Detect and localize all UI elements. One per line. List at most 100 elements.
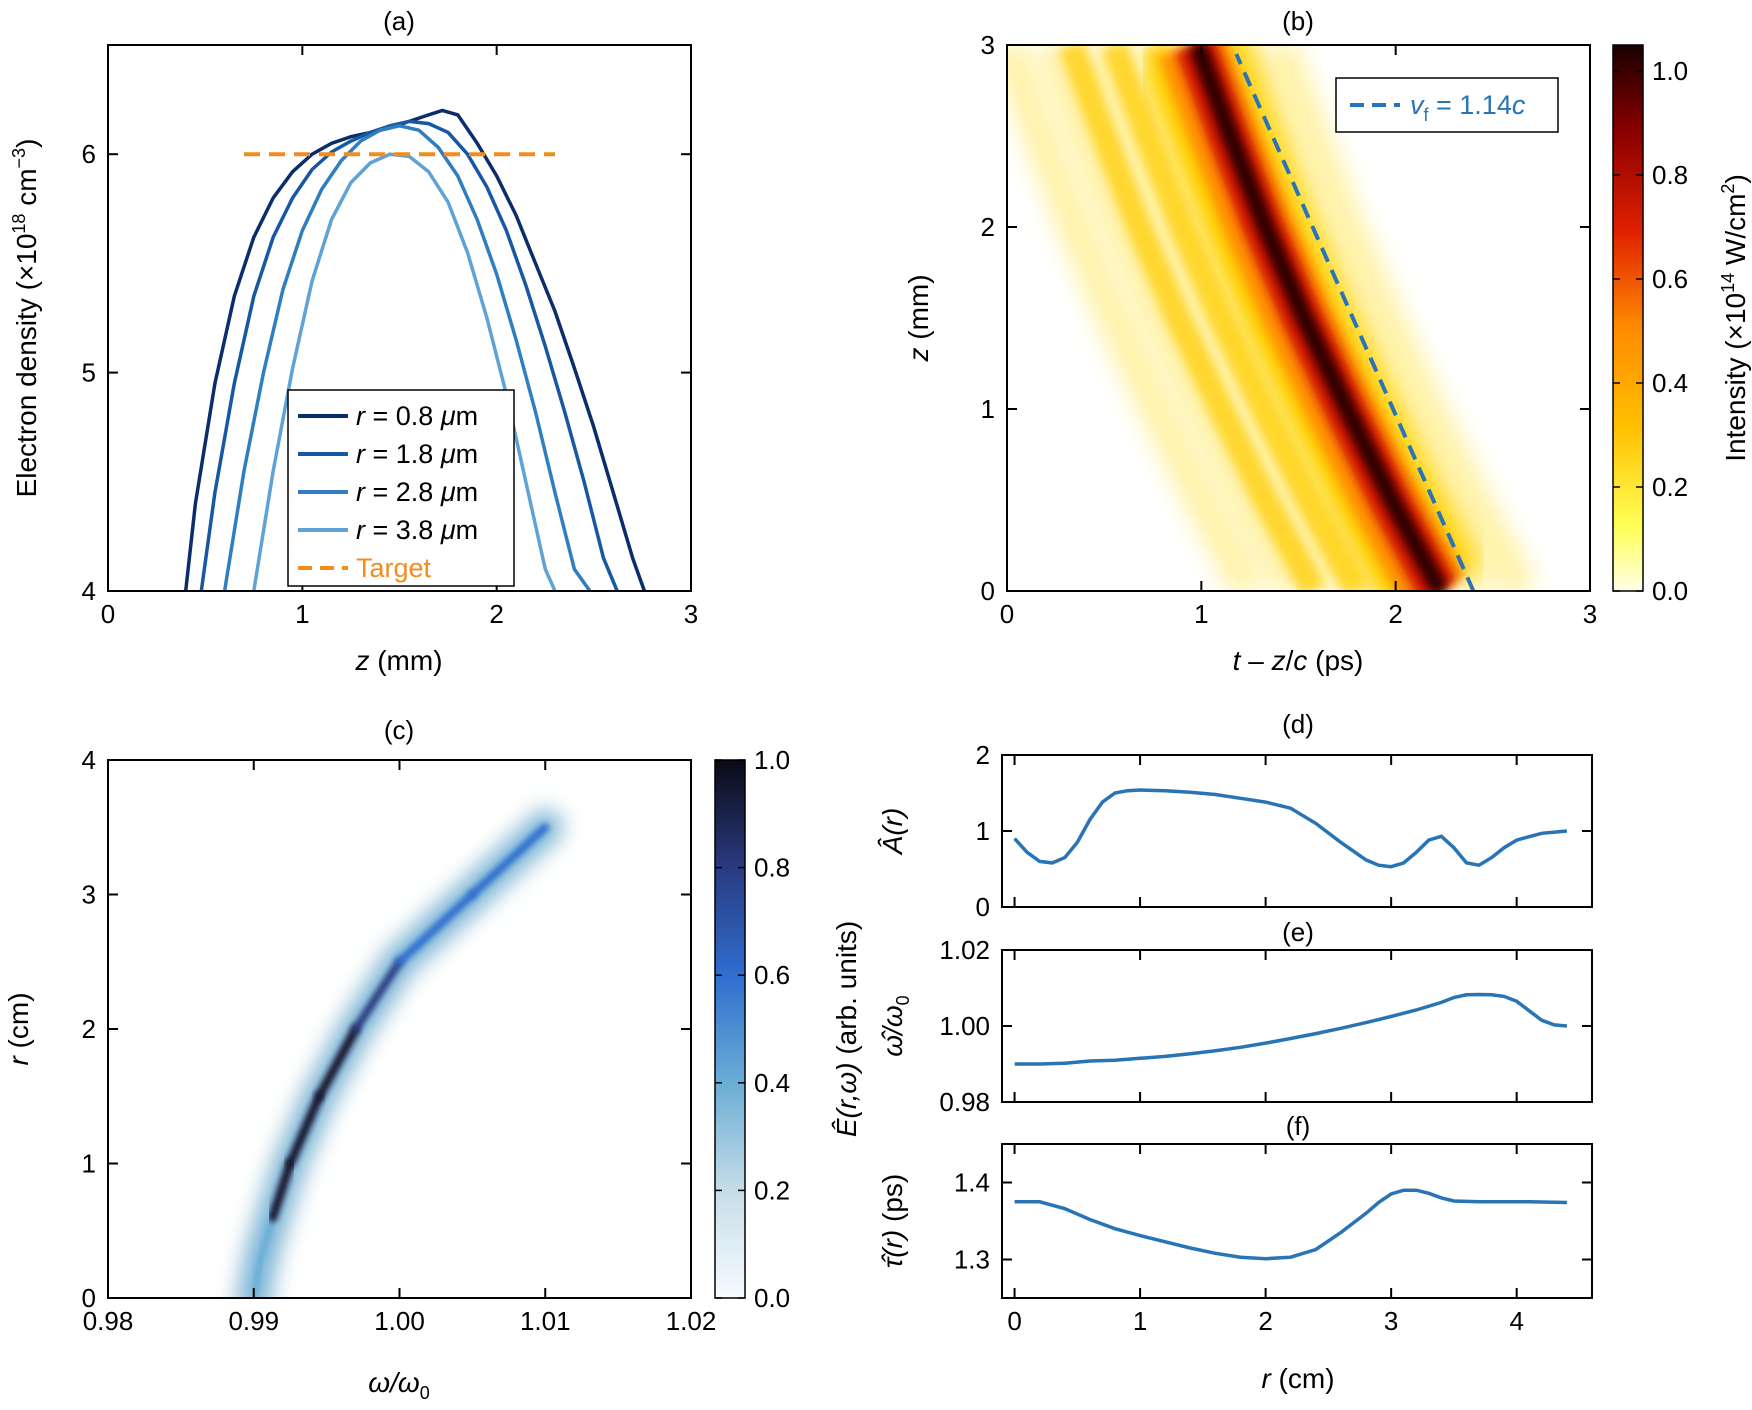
colorbar-tick-label: 0.4 — [754, 1068, 790, 1098]
panel-e-ylabel: ω̂/ω0 — [877, 995, 913, 1056]
colorbar-tick-label: 1.0 — [1652, 56, 1688, 86]
panel-b-legend: vf = 1.14c — [1335, 77, 1559, 133]
legend-value: = 0.8 — [365, 401, 441, 431]
profile-line — [1013, 788, 1568, 869]
legend-var: r — [356, 515, 366, 545]
x-tick-label: 1 — [295, 599, 309, 629]
panel-a-legend: r = 0.8 μmr = 1.8 μmr = 2.8 μmr = 3.8 μm… — [287, 389, 515, 587]
colorbar-tick-label: 0.4 — [1652, 368, 1688, 398]
panel-e-frame — [1001, 949, 1593, 1103]
x-tick-label: 3 — [1384, 1306, 1398, 1336]
legend-label: Target — [356, 553, 432, 583]
legend-unit: m — [456, 477, 479, 507]
y-tick-label: 3 — [82, 880, 96, 910]
x-tick-label: 2 — [1258, 1306, 1272, 1336]
panel-b-xlabel: t – z/c (ps) — [1233, 645, 1364, 676]
colorbar-c — [714, 759, 746, 1299]
legend-value: = 3.8 — [365, 515, 441, 545]
x-tick-label: 1 — [1194, 599, 1208, 629]
profile-line — [1014, 992, 1568, 1066]
y-tick-label: 1.4 — [954, 1168, 990, 1198]
y-tick-label: 1.02 — [939, 935, 990, 965]
panel-c-heatmap — [108, 760, 691, 1298]
legend-label: r = 1.8 μm — [356, 439, 478, 469]
density-series-line — [199, 119, 619, 591]
y-tick-label: 4 — [82, 745, 96, 775]
density-series-line — [183, 108, 647, 591]
spectral-ridge-core — [250, 1254, 265, 1298]
panel-d-line — [1013, 788, 1568, 869]
legend-unit-mu: μ — [440, 401, 456, 431]
panel-a-ylabel: Electron density (×1018 cm−3) — [9, 139, 42, 498]
x-tick-label: 2 — [1388, 599, 1402, 629]
x-tick-label: 2 — [489, 599, 503, 629]
colorbar-tick-label: 0.2 — [1652, 472, 1688, 502]
legend-value: = 1.8 — [365, 439, 441, 469]
y-tick-label: 5 — [82, 358, 96, 388]
panel-b-title: (b) — [1282, 6, 1314, 36]
panel-e-line — [1014, 992, 1568, 1066]
panel-f: (f) 0 1 2 3 4 1.3 1.4 τ̂(r) (ps) r (cm) — [877, 1111, 1593, 1394]
x-tick-label: 4 — [1509, 1306, 1523, 1336]
panel-b: (b) 0 1 2 3 0 1 2 3 t – z/c (ps) z (mm) vf = 1.… — [903, 6, 1751, 676]
colorbar-tick-label: 1.0 — [754, 745, 790, 775]
panel-f-xlabel: r (cm) — [1261, 1363, 1334, 1394]
x-tick-label: 1.02 — [666, 1306, 717, 1336]
panel-b-heatmap — [1007, 45, 1590, 591]
x-tick-label: 3 — [1583, 599, 1597, 629]
legend-unit-mu: μ — [440, 477, 456, 507]
x-tick-label: 0 — [1007, 1306, 1021, 1336]
legend-unit: m — [456, 515, 479, 545]
colorbar-tick-label: 0.2 — [754, 1175, 790, 1205]
x-tick-label: 1 — [1133, 1306, 1147, 1336]
legend-value: = 2.8 — [365, 477, 441, 507]
panel-d-frame — [1001, 754, 1593, 908]
panel-a: (a) 0 1 2 3 4 5 6 z (mm) Electron density (×10… — [9, 6, 698, 676]
legend-box — [287, 389, 515, 587]
legend-unit-mu: μ — [440, 439, 456, 469]
side-fringe — [1078, 45, 1353, 591]
inner-fringe — [1058, 45, 1326, 591]
panel-c-title: (c) — [384, 715, 414, 745]
inner-fringe — [1101, 45, 1369, 591]
x-tick-label: 0.99 — [228, 1306, 279, 1336]
panel-b-colorbar: 0.0 0.2 0.4 0.6 0.8 1.0 Intensity (×1014 W/cm… — [1612, 44, 1751, 606]
panel-c-xlabel: ω/ω0 — [368, 1367, 429, 1403]
x-tick-label: 1.01 — [520, 1306, 571, 1336]
y-tick-label: 4 — [82, 576, 96, 606]
panel-d-title: (d) — [1282, 709, 1314, 739]
colorbar-tick-label: 0.6 — [1652, 264, 1688, 294]
panel-d-ylabel: Â(r) — [877, 808, 908, 857]
colorbar-tick-label: 0.0 — [754, 1283, 790, 1313]
panel-e: (e) 0.98 1.00 1.02 ω̂/ω0 — [877, 917, 1593, 1117]
panel-d-ticks: 0 1 2 — [976, 740, 1592, 922]
legend-unit: m — [456, 401, 479, 431]
legend-var: r — [356, 401, 366, 431]
panel-a-title: (a) — [383, 6, 415, 36]
legend-var: r — [356, 477, 366, 507]
panel-c-ylabel: r (cm) — [3, 992, 34, 1065]
panel-a-frame — [107, 44, 692, 592]
y-tick-label: 1 — [82, 1149, 96, 1179]
y-tick-label: 6 — [82, 139, 96, 169]
legend-label: r = 0.8 μm — [356, 401, 478, 431]
colorbar-tick-label: 0.8 — [1652, 160, 1688, 190]
y-tick-label: 0.98 — [939, 1087, 990, 1117]
panel-f-line — [1014, 1188, 1567, 1261]
colorbar-b-label: Intensity (×1014 W/cm2) — [1718, 174, 1751, 462]
panel-b-ylabel: z (mm) — [903, 274, 934, 362]
spectral-ridge-core — [268, 1159, 295, 1222]
panel-f-ylabel: τ̂(r) (ps) — [877, 1174, 908, 1268]
panel-c-ticks: 0.98 0.99 1.00 1.01 1.02 0 1 2 3 4 — [82, 745, 717, 1336]
panel-a-ticks: 0 1 2 3 4 5 6 — [82, 45, 698, 629]
panel-c-colorbar: 0.0 0.2 0.4 0.6 0.8 1.0 Ê(r,ω) (arb. units) — [714, 745, 862, 1313]
side-fringe — [1035, 45, 1310, 591]
legend-label: r = 2.8 μm — [356, 477, 478, 507]
legend-label: vf = 1.14c — [1410, 90, 1526, 125]
panel-c: (c) 0.98 0.99 1.00 1.01 1.02 0 1 2 3 4 ω/ω0 r (cm… — [3, 715, 862, 1403]
side-fringe — [1007, 45, 1265, 591]
profile-line — [1014, 1188, 1567, 1261]
legend-label: r = 3.8 μm — [356, 515, 478, 545]
spectral-ridge-core — [285, 1091, 324, 1168]
panel-a-xlabel: z (mm) — [354, 645, 442, 676]
